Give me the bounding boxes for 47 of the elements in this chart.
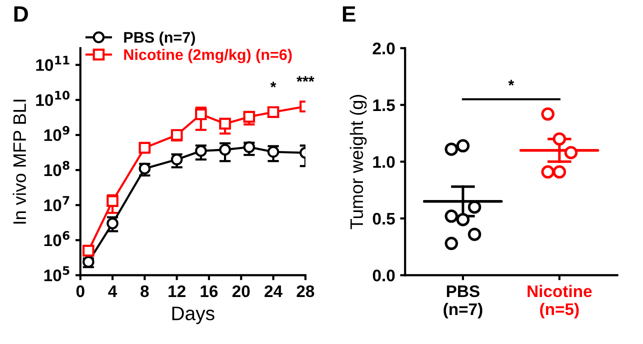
y-tick-label: 1.5 — [373, 99, 395, 112]
legend-label: Nicotine (2mg/kg) (n=6) — [124, 48, 292, 64]
x-tick-label: Nicotine (n=5) — [528, 284, 592, 318]
y-tick-label: 10$^{11}$ — [36, 56, 70, 71]
y-tick-label: 2.0 — [372, 42, 395, 54]
point — [106, 218, 118, 230]
x-tick-label: 28 — [296, 285, 314, 298]
x-tick-label: 24 — [264, 285, 282, 297]
point — [219, 118, 231, 130]
point — [138, 162, 151, 174]
y-axis-title: In vivo MFP BLI — [12, 100, 26, 224]
y-tick-label: 10$^{10}$ — [36, 90, 70, 106]
point — [267, 146, 280, 158]
y-tick-label: 10$^{6}$ — [44, 231, 70, 246]
x-tick-label: PBS (n=7) — [444, 285, 482, 318]
point — [195, 108, 207, 120]
annotation: *** — [296, 76, 314, 82]
chart-title: D — [14, 6, 28, 22]
y-axis-title: Tumor weight (g) — [350, 94, 367, 230]
point — [82, 244, 94, 257]
point — [267, 106, 280, 118]
legend-label: PBS (n=7) — [124, 32, 195, 46]
y-tick-label: 1.0 — [373, 156, 395, 168]
point — [170, 154, 183, 166]
y-tick-label: 10$^{8}$ — [44, 160, 70, 176]
chart-title: E — [342, 6, 356, 22]
point — [170, 129, 183, 141]
point — [138, 142, 151, 154]
x-tick-label: 16 — [200, 285, 218, 298]
point — [106, 195, 118, 208]
y-tick-label: 10$^{7}$ — [44, 196, 70, 212]
y-tick-label: 0.0 — [372, 270, 395, 282]
x-tick-label: 20 — [232, 285, 250, 298]
x-tick-label: 8 — [140, 285, 149, 298]
point — [195, 145, 207, 157]
point — [219, 144, 231, 156]
annotation: * — [270, 82, 276, 88]
point — [243, 141, 256, 154]
y-tick-label: 0.5 — [372, 212, 395, 225]
y-tick-label: 10$^{5}$ — [44, 266, 70, 282]
x-tick-label: 0 — [76, 285, 84, 298]
x-tick-label: 12 — [168, 285, 186, 297]
point — [243, 110, 256, 123]
annotation: * — [508, 80, 514, 86]
x-tick-label: 4 — [108, 286, 118, 297]
y-tick-label: 10$^{9}$ — [44, 126, 70, 142]
x-axis-title: Days — [172, 306, 214, 324]
